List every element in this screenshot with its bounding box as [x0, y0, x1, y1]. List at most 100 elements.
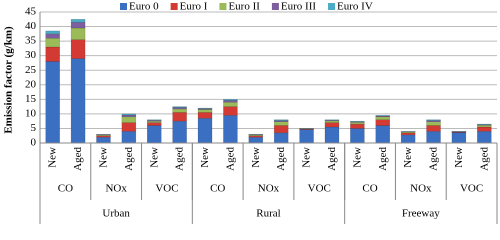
bar-segment [426, 125, 441, 132]
y-tick-label: 15 [25, 93, 37, 105]
bar-segment [147, 122, 162, 126]
x-tick-label: Aged [174, 147, 186, 171]
x-tick-label: Aged [428, 147, 440, 171]
bar-segment [350, 128, 365, 144]
subgroup-label: CO [58, 183, 73, 195]
bar-segment [248, 136, 264, 144]
legend-swatch [271, 3, 279, 10]
subgroup-label: VOC [460, 183, 483, 195]
bar-segment [477, 131, 492, 144]
bar-segment [147, 119, 162, 121]
legend-label: Euro IV [337, 1, 373, 13]
bar-segment [223, 115, 238, 144]
bar-segment [121, 114, 137, 118]
subgroup-label: VOC [155, 183, 178, 195]
y-tick-label: 5 [31, 122, 37, 134]
subgroup-label: NOx [105, 183, 127, 195]
legend-label: Euro II [228, 1, 260, 13]
bar-segment [96, 136, 111, 144]
bar-segment [172, 108, 187, 113]
group-label: Freeway [402, 208, 440, 220]
bar-segment [223, 99, 238, 101]
y-tick-label: 30 [25, 49, 37, 61]
x-tick-label: New [199, 147, 211, 168]
bar-segment [477, 123, 492, 125]
bar-segment [400, 132, 416, 136]
bar-segment [45, 30, 60, 35]
x-tick-label: Aged [275, 147, 287, 171]
chart: Emission factor (g/km) 0 5 10 15 20 25 30 35 40 4… [3, 1, 498, 224]
bar-segment [121, 113, 137, 116]
bar-segment [324, 120, 340, 123]
bar-segment [172, 120, 187, 144]
group-label: Urban [102, 208, 130, 220]
y-tick-label: 10 [25, 107, 37, 119]
bar-segment [121, 116, 137, 123]
bar-segment [197, 107, 213, 109]
bar-segment [273, 121, 289, 126]
bar-segment [197, 118, 213, 144]
x-tick-label: New [301, 147, 313, 168]
bar-segment [375, 115, 390, 117]
bar-segment [197, 112, 213, 119]
y-tick-label: 40 [25, 20, 37, 32]
bar-segment [223, 101, 238, 107]
y-tick-label: 20 [25, 78, 37, 90]
subgroup-label: NOx [410, 183, 432, 195]
bar-segment [477, 126, 492, 132]
legend-label: Euro 0 [129, 1, 159, 13]
bar-segment [70, 21, 86, 29]
bar-segment [324, 122, 340, 128]
bar-segment [45, 61, 60, 144]
x-tick-label: Aged [123, 147, 135, 171]
y-tick-label: 35 [25, 35, 37, 47]
bar-segment [273, 125, 289, 134]
bar-segment [299, 129, 314, 144]
bar-segment [451, 132, 467, 144]
bar-segment [197, 109, 213, 113]
group-label: Rural [256, 208, 280, 220]
x-tick-label: New [402, 147, 414, 168]
bar-segment [426, 121, 441, 126]
bar-segment [324, 119, 340, 121]
bar-segment [70, 19, 86, 23]
subgroup-label: NOx [258, 183, 280, 195]
subgroup-label: CO [362, 183, 377, 195]
y-tick-label: 25 [25, 64, 37, 76]
bar-segment [477, 124, 492, 126]
bar-segment [350, 122, 365, 125]
bar-segment [223, 100, 238, 103]
y-tick-label: 0 [31, 137, 37, 149]
x-tick-label: Aged [72, 147, 84, 171]
bar-segment [477, 124, 492, 128]
legend-swatch [328, 3, 336, 10]
x-tick-label: Aged [326, 147, 338, 171]
x-tick-label: New [453, 147, 465, 168]
legend-swatch [120, 3, 127, 10]
bar-segment [45, 37, 60, 48]
x-tick-label: New [351, 147, 363, 168]
bar-segment [324, 126, 340, 144]
bar-segment [426, 119, 441, 121]
bar-segment [172, 106, 187, 108]
bar-segment [375, 116, 390, 120]
bar-segment [299, 128, 314, 130]
x-tick-label: New [47, 147, 59, 168]
bar-segment [121, 122, 137, 132]
bar-segment [400, 134, 416, 144]
bar-segment [273, 119, 289, 121]
bar-segment [70, 58, 86, 144]
bar-segment [375, 125, 390, 144]
y-axis-label: Emission factor (g/km) [3, 26, 15, 134]
bar-segment [45, 33, 60, 39]
bar-segment [172, 112, 187, 122]
x-tick-label: New [250, 147, 262, 168]
x-tick-label: Aged [377, 147, 389, 171]
bar-segment [350, 120, 365, 122]
legend-swatch [170, 3, 178, 10]
bar-segment [223, 106, 238, 116]
subgroup-label: CO [210, 183, 225, 195]
bar-segment [121, 131, 137, 144]
legend-swatch [219, 3, 227, 10]
x-tick-label: New [97, 147, 109, 168]
